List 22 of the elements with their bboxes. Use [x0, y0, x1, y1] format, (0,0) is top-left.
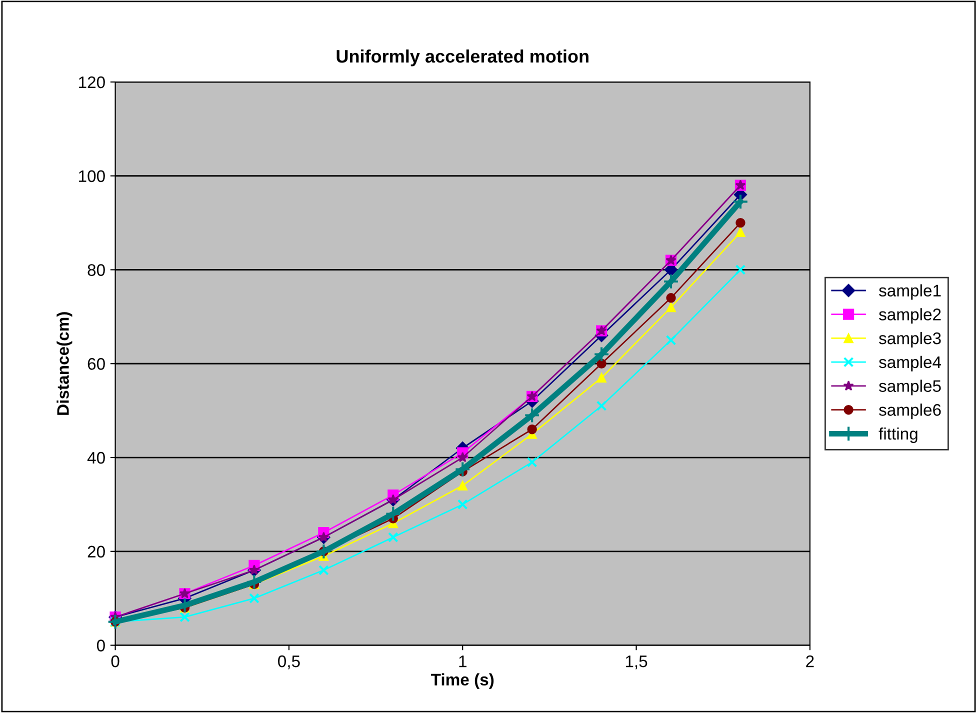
- y-tick-label: 80: [88, 264, 105, 276]
- x-axis-title: Time (s): [430, 673, 494, 689]
- legend-label: sample2: [879, 308, 941, 324]
- y-tick-label: 60: [88, 358, 105, 370]
- x-tick-label: 1,5: [626, 656, 648, 670]
- x-tick-label: 0: [111, 655, 120, 668]
- legend-label: sample1: [879, 284, 941, 300]
- chart-title: Uniformly accelerated motion: [336, 49, 588, 66]
- y-tick-label: 0: [96, 640, 105, 652]
- legend-label: sample6: [879, 404, 941, 420]
- y-tick-label: 40: [87, 452, 105, 464]
- y-tick-label: 100: [79, 170, 105, 182]
- x-tick-label: 2: [806, 655, 814, 668]
- legend-label: fitting: [878, 427, 918, 444]
- x-tick-label: 1: [459, 656, 466, 668]
- legend-label: sample5: [879, 380, 941, 396]
- x-tick-label: 0,5: [278, 655, 300, 670]
- legend-label: sample3: [879, 332, 941, 348]
- y-tick-label: 120: [79, 76, 105, 88]
- y-axis-title: Distance(cm): [56, 312, 72, 415]
- y-tick-label: 20: [88, 546, 105, 558]
- legend-label: sample4: [879, 356, 942, 372]
